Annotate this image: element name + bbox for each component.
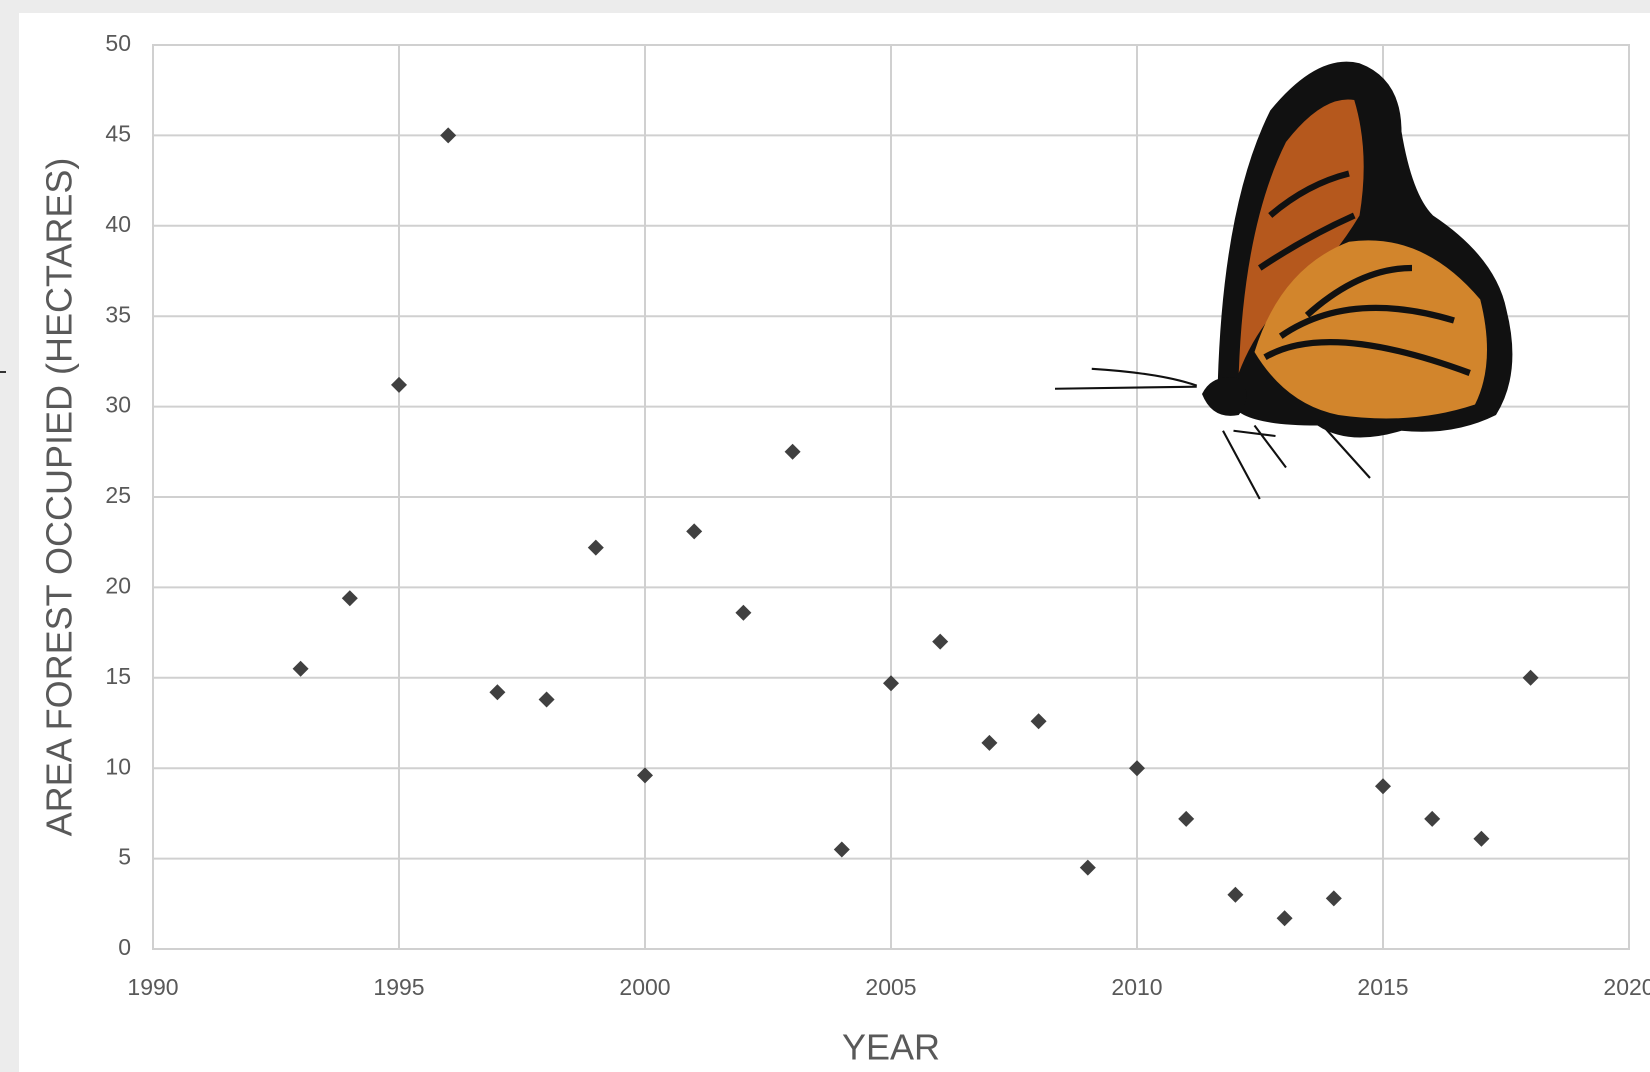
y-tick-label: 25 [105,482,131,508]
y-tick-label: 40 [105,211,131,237]
x-axis-title: YEAR [842,1027,940,1068]
x-tick-label: 2020 [1603,974,1650,1000]
x-tick-label: 1995 [373,974,424,1000]
x-tick-label: 2000 [619,974,670,1000]
page: YEAR AREA FOREST OCCUPIED (HECTARES) 0 5 1… [0,0,1650,1072]
y-tick-label: 50 [105,30,131,56]
y-tick-label: 5 [118,844,131,870]
y-tick-label: 15 [105,663,131,689]
x-tick-label: 2005 [865,974,916,1000]
y-axis-title: AREA FOREST OCCUPIED (HECTARES) [39,158,80,837]
y-tick-label: 20 [105,572,131,598]
x-tick-label: 2010 [1111,974,1162,1000]
y-tick-label: 35 [105,301,131,327]
y-tick-label: 0 [118,934,131,960]
x-tick-label: 2015 [1357,974,1408,1000]
y-tick-label: 30 [105,392,131,418]
y-tick-label: 10 [105,753,131,779]
x-tick-label: 1990 [127,974,178,1000]
y-tick-label: 45 [105,120,131,146]
chart: YEAR AREA FOREST OCCUPIED (HECTARES) 0 5 1… [0,0,1650,1072]
